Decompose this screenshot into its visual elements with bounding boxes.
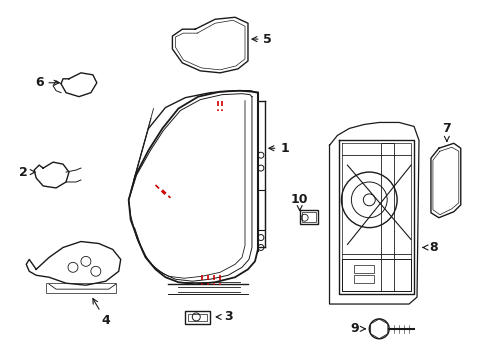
Text: 5: 5 xyxy=(251,33,272,46)
Text: 8: 8 xyxy=(422,241,437,254)
Text: 1: 1 xyxy=(268,142,288,155)
Text: 9: 9 xyxy=(349,322,365,336)
Text: 10: 10 xyxy=(290,193,308,211)
Text: 3: 3 xyxy=(216,310,232,323)
Text: 2: 2 xyxy=(19,166,35,179)
Text: 7: 7 xyxy=(442,122,450,141)
Text: 6: 6 xyxy=(35,76,59,89)
Text: 4: 4 xyxy=(93,298,110,327)
